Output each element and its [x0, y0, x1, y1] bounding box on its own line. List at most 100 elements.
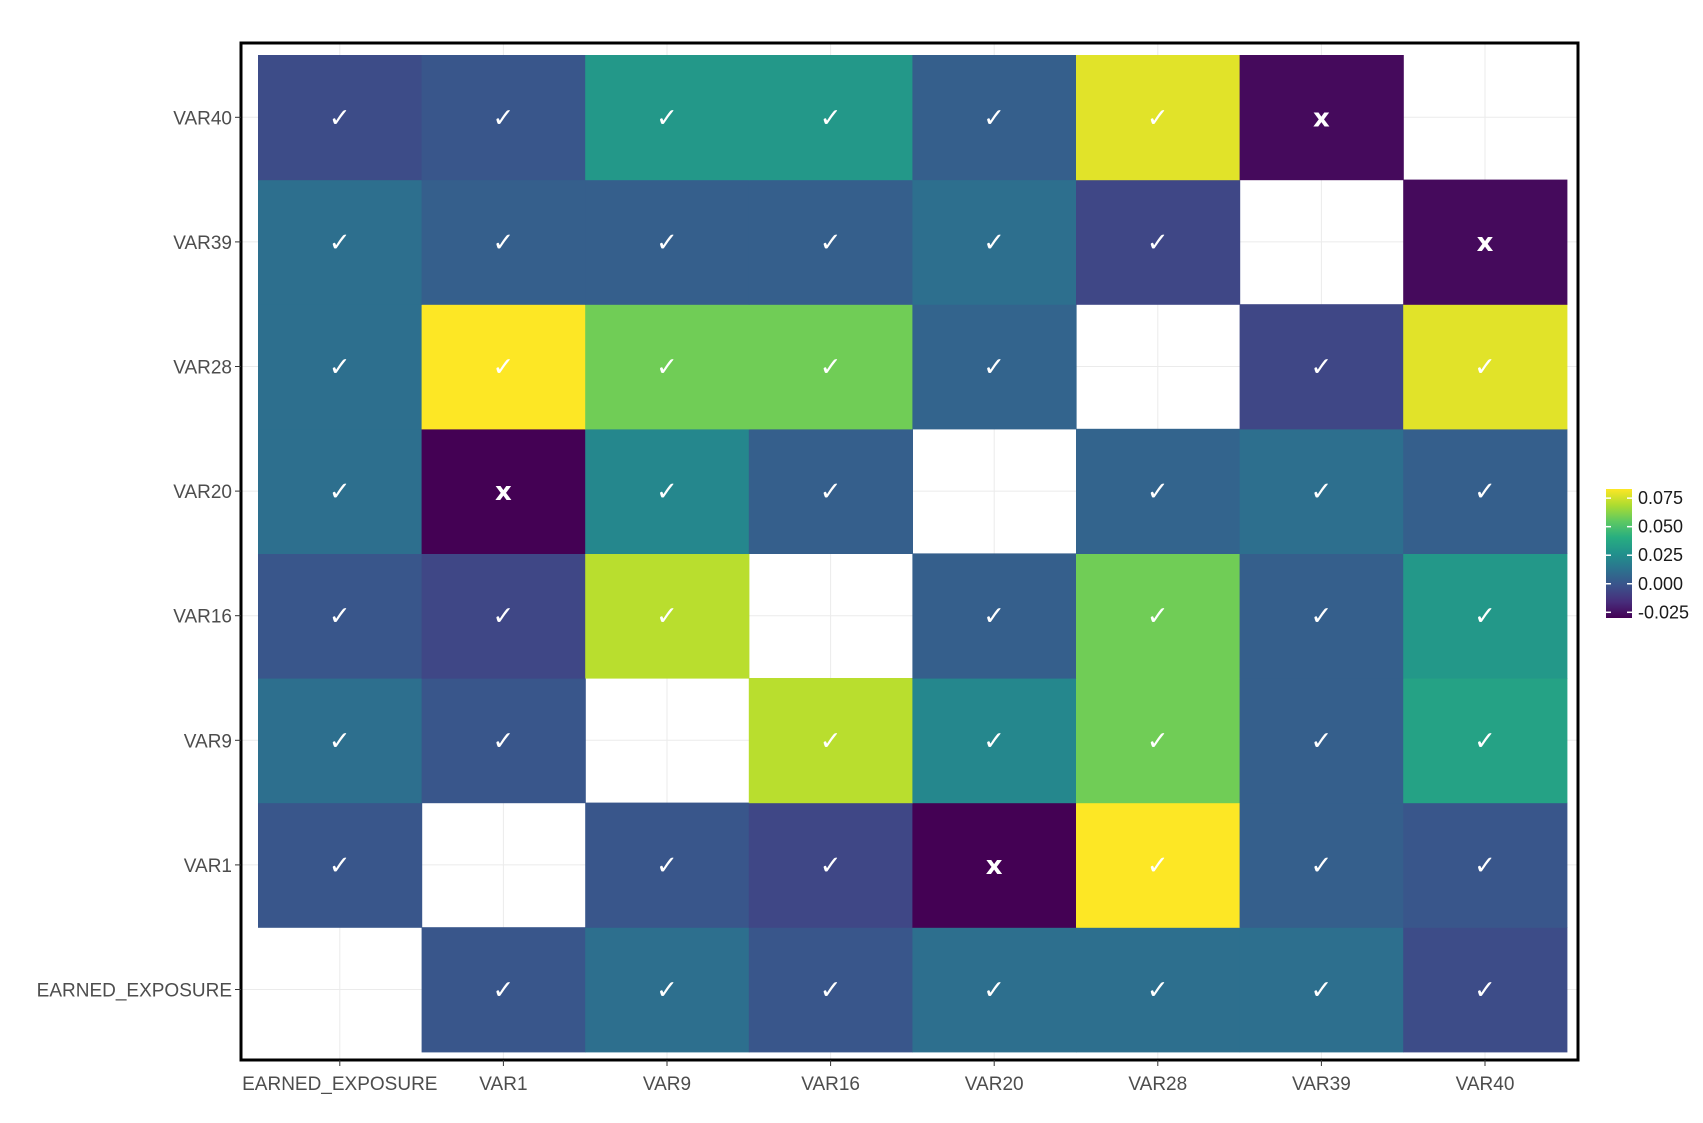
cell-var28-var9	[585, 304, 750, 430]
cell-var39-var40	[1403, 179, 1568, 305]
cell-label-var28-var16: ✓	[820, 353, 842, 383]
cell-var39-var9	[585, 179, 750, 305]
cell-var16-earned-exposure	[258, 553, 423, 679]
cell-label-var28-var20: ✓	[983, 353, 1005, 383]
y-tick-label-var16: VAR16	[173, 607, 232, 628]
cell-label-var39-var1: ✓	[493, 228, 515, 258]
cell-var39-var1	[421, 179, 586, 305]
cell-var9-earned-exposure	[258, 678, 423, 804]
cell-label-var20-var9: ✓	[656, 477, 678, 507]
cell-label-var9-var40: ✓	[1474, 726, 1496, 756]
cell-label-var16-var39: ✓	[1311, 602, 1333, 632]
cell-label-var39-var20: ✓	[983, 228, 1005, 258]
cell-var9-var40	[1403, 678, 1568, 804]
cell-label-var39-var9: ✓	[656, 228, 678, 258]
cell-var1-var16	[748, 802, 913, 928]
color-legend: 0.075 0.050 0.025 0.000 -0.025	[1606, 488, 1689, 622]
cell-label-var28-var39: ✓	[1311, 353, 1333, 383]
x-tick-label-var40: VAR40	[1456, 1074, 1515, 1095]
cell-label-earned-exposure-var16: ✓	[820, 976, 842, 1006]
cell-label-var9-var39: ✓	[1311, 726, 1333, 756]
cell-var39-var20	[912, 179, 1077, 305]
cell-var16-var20	[912, 553, 1077, 679]
cell-var16-var40	[1403, 553, 1568, 679]
cell-label-var1-var40: ✓	[1474, 851, 1496, 881]
cell-var28-earned-exposure	[258, 304, 423, 430]
cell-label-var1-var16: ✓	[820, 851, 842, 881]
cell-label-var39-var40: x	[1477, 228, 1494, 258]
cell-var28-var16	[748, 304, 913, 430]
y-tick-label-var39: VAR39	[173, 233, 232, 254]
cell-var20-var9	[585, 428, 750, 554]
cell-label-var40-var39: x	[1313, 103, 1330, 133]
cell-var9-var20	[912, 678, 1077, 804]
cell-label-var1-var9: ✓	[656, 851, 678, 881]
cell-var40-var1	[421, 55, 586, 181]
cell-label-var28-earned-exposure: ✓	[329, 353, 351, 383]
cell-label-var16-var9: ✓	[656, 602, 678, 632]
cell-var20-var16	[748, 428, 913, 554]
cell-var1-earned-exposure	[258, 802, 423, 928]
cell-label-earned-exposure-var40: ✓	[1474, 976, 1496, 1006]
cell-label-var20-var28: ✓	[1147, 477, 1169, 507]
cell-var20-var1	[421, 428, 586, 554]
cell-label-var1-var20: x	[986, 851, 1003, 881]
x-tick-label-var28: VAR28	[1128, 1074, 1187, 1095]
cell-label-var16-var28: ✓	[1147, 602, 1169, 632]
cell-var20-var39	[1239, 428, 1404, 554]
cell-label-var16-earned-exposure: ✓	[329, 602, 351, 632]
legend-label-0: 0.075	[1638, 488, 1683, 508]
cell-earned-exposure-var28	[1076, 927, 1241, 1053]
cell-earned-exposure-var39	[1239, 927, 1404, 1053]
cell-labels: ✓ ✓ ✓ ✓ ✓ ✓ ✓ ✓ ✓ ✓ x ✓ ✓ ✓ ✓ ✓ ✓ ✓ ✓ ✓ ✓ ✓ ✓ ✓ ✓ ✓ ✓ ✓ ✓ x ✓ ✓ ✓ ✓ ✓ ✓ ✓ ✓ ✓ ✓…	[329, 103, 1496, 1005]
legend-label-1: 0.050	[1638, 517, 1683, 537]
y-tick-label-var40: VAR40	[173, 108, 232, 129]
cell-label-var39-var16: ✓	[820, 228, 842, 258]
cell-label-var28-var9: ✓	[656, 353, 678, 383]
cell-var28-var1	[421, 304, 586, 430]
cell-label-var20-var40: ✓	[1474, 477, 1496, 507]
legend-colorbar	[1606, 489, 1632, 618]
cell-label-earned-exposure-var28: ✓	[1147, 976, 1169, 1006]
cell-var9-var39	[1239, 678, 1404, 804]
cell-label-var16-var20: ✓	[983, 602, 1005, 632]
y-axis-ticks: EARNED_EXPOSURE VAR1 VAR9 VAR16 VAR20 VAR28 VA…	[37, 108, 241, 1002]
cell-label-earned-exposure-var9: ✓	[656, 976, 678, 1006]
cell-var9-var1	[421, 678, 586, 804]
x-tick-label-earned-exposure: EARNED_EXPOSURE	[242, 1074, 437, 1095]
cell-var39-var28	[1076, 179, 1241, 305]
cell-label-var9-var1: ✓	[493, 726, 515, 756]
cell-var40-var16	[748, 55, 913, 181]
cell-label-var40-var16: ✓	[820, 103, 842, 133]
heatmap-cells	[258, 55, 1568, 1053]
panel-border	[239, 41, 1580, 1062]
cell-label-var40-var9: ✓	[656, 103, 678, 133]
y-tick-label-var9: VAR9	[184, 731, 232, 752]
cell-var40-var39	[1239, 55, 1404, 181]
cell-label-earned-exposure-var39: ✓	[1311, 976, 1333, 1006]
cell-label-var40-var1: ✓	[493, 103, 515, 133]
x-tick-label-var16: VAR16	[801, 1074, 860, 1095]
legend-label-3: 0.000	[1638, 574, 1683, 594]
cell-var16-var28	[1076, 553, 1241, 679]
cell-label-var28-var1: ✓	[493, 353, 515, 383]
cell-var40-var28	[1076, 55, 1241, 181]
x-tick-label-var20: VAR20	[965, 1074, 1024, 1095]
cell-var20-var40	[1403, 428, 1568, 554]
cell-var39-var16	[748, 179, 913, 305]
cell-label-var1-earned-exposure: ✓	[329, 851, 351, 881]
cell-var20-earned-exposure	[258, 428, 423, 554]
cell-var16-var9	[585, 553, 750, 679]
cell-var40-var9	[585, 55, 750, 181]
cell-label-var1-var39: ✓	[1311, 851, 1333, 881]
x-tick-label-var1: VAR1	[479, 1074, 527, 1095]
cell-var28-var40	[1403, 304, 1568, 430]
cell-var9-var16	[748, 678, 913, 804]
cell-label-var40-var28: ✓	[1147, 103, 1169, 133]
cell-var28-var20	[912, 304, 1077, 430]
cell-earned-exposure-var20	[912, 927, 1077, 1053]
cell-var9-var28	[1076, 678, 1241, 804]
x-axis-ticks: EARNED_EXPOSURE VAR1 VAR9 VAR16 VAR20 VAR28 VA…	[242, 1060, 1514, 1095]
cell-earned-exposure-var40	[1403, 927, 1568, 1053]
cell-label-var28-var40: ✓	[1474, 353, 1496, 383]
